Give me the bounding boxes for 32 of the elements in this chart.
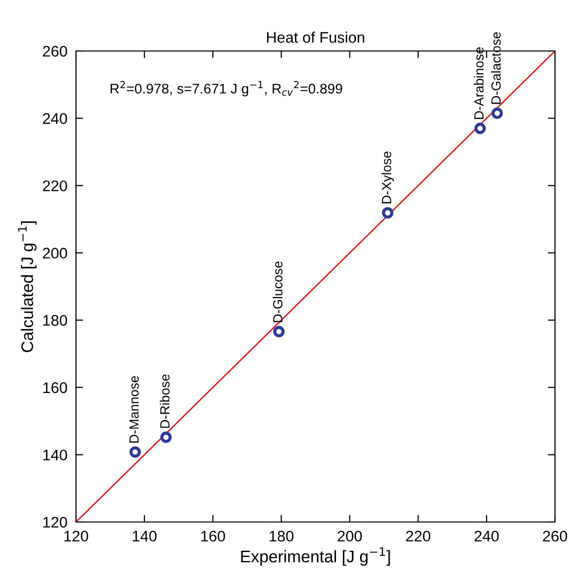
annotation: R$^{2}$=0.978, s=7.671 J g$^{−1}$, R$_{cv}$$^{2}$=0.899: [110, 80, 342, 96]
x-tick-label: 160: [201, 530, 226, 542]
x-tick-label: 120: [64, 530, 88, 542]
y-axis-title: Calculated [J g$^{−1}$]: [18, 221, 36, 352]
y-tick-label: 200: [42, 248, 68, 259]
x-tick-label: 200: [338, 530, 362, 542]
y-tick-label: 160: [43, 382, 68, 394]
point: [382, 207, 394, 219]
y-tick-label: 120: [43, 516, 68, 528]
annotation: D-Xylose: [382, 152, 394, 204]
y-tick-label: 140: [43, 450, 68, 460]
annotation: D-Ribose: [160, 374, 170, 428]
x-tick-label: 220: [406, 530, 430, 542]
x-tick-label: 260: [543, 530, 568, 542]
y-tick-label: 180: [43, 315, 68, 326]
annotation: D-Arabinose: [474, 47, 484, 119]
y-tick-label: 220: [42, 180, 68, 192]
chart-title: Heat of Fusion: [267, 32, 364, 43]
x-tick-label: 140: [132, 530, 157, 542]
point: [474, 122, 486, 134]
point: [491, 108, 503, 119]
y-tick-label: 240: [42, 113, 68, 124]
annotation: D-Glucose: [272, 262, 282, 322]
x-axis-title: Experimental [J g$^{−1}$]: [241, 547, 390, 566]
x-tick-label: 180: [270, 530, 294, 542]
point: [273, 326, 285, 338]
x-tick-label: 240: [474, 530, 499, 542]
y-tick-label: 260: [42, 46, 68, 57]
point: [129, 446, 141, 458]
point: [160, 432, 172, 443]
annotation: D-Mannose: [130, 376, 139, 443]
annotation: D-Galactose: [491, 32, 501, 104]
